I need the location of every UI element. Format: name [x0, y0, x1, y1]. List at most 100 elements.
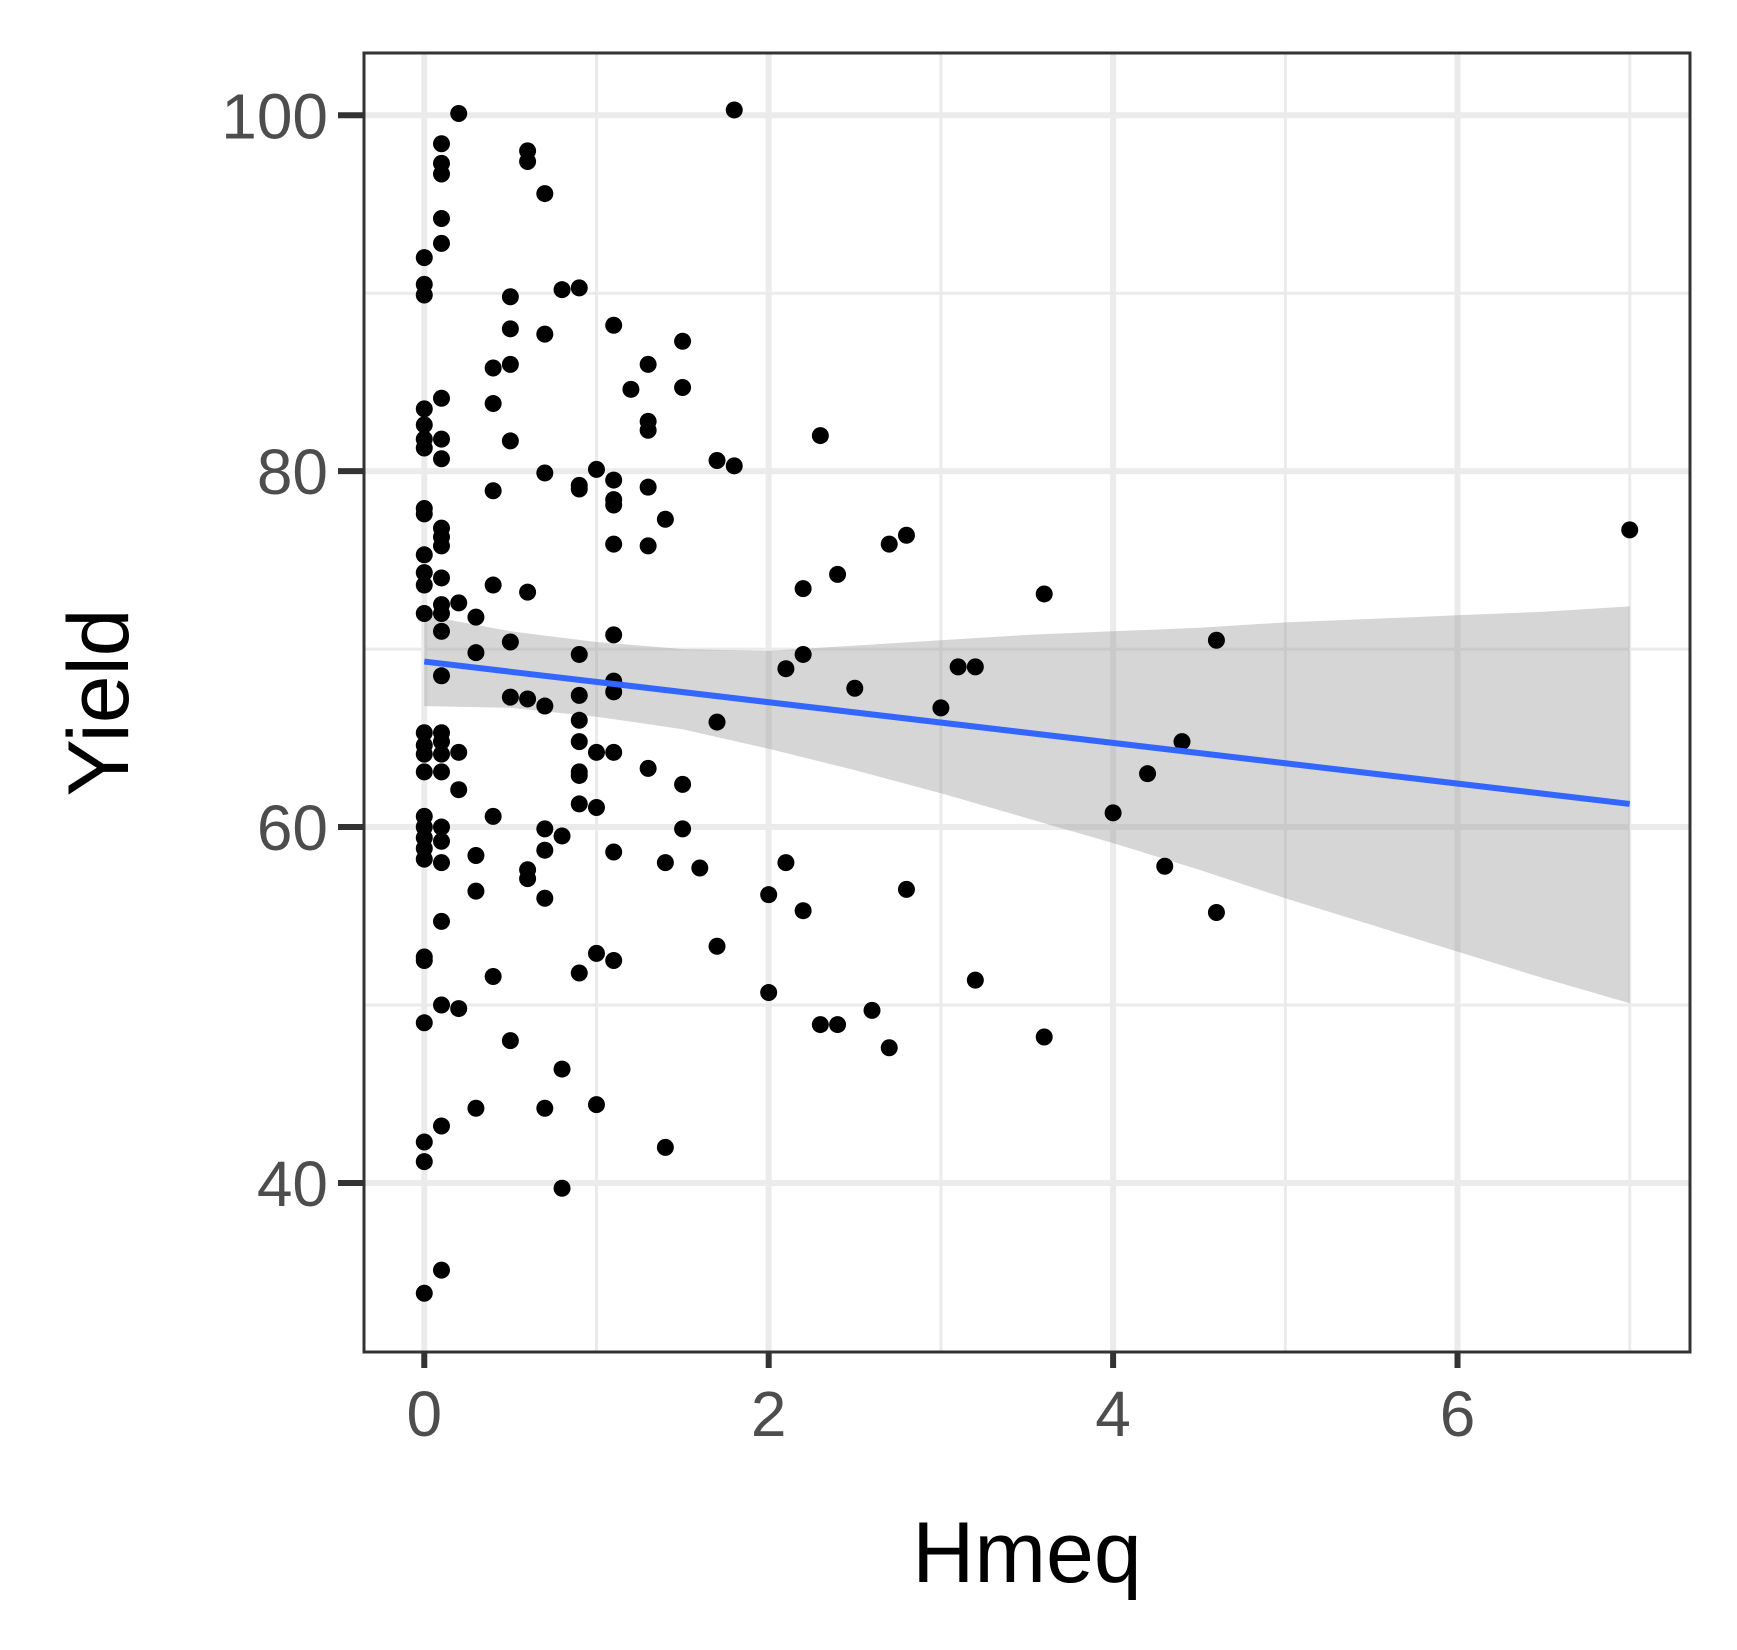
data-point [432, 996, 450, 1014]
data-point [674, 332, 692, 350]
confidence-band [424, 606, 1630, 1004]
data-point [725, 457, 743, 475]
data-point [1104, 804, 1122, 822]
data-point [501, 288, 519, 306]
x-tick-label: 2 [751, 1378, 787, 1450]
data-point [467, 847, 485, 865]
data-point [415, 275, 433, 293]
data-point [932, 699, 950, 717]
data-point [467, 1099, 485, 1117]
data-point [777, 854, 795, 872]
data-point [536, 185, 554, 203]
data-point [415, 546, 433, 564]
data-point [760, 984, 778, 1002]
data-point [639, 537, 657, 555]
y-tick-label: 60 [257, 792, 328, 864]
data-point [639, 478, 657, 496]
data-points [415, 101, 1639, 1302]
data-point [415, 605, 433, 623]
data-point [605, 316, 623, 334]
data-point [570, 686, 588, 704]
data-point [553, 827, 571, 845]
data-point [794, 645, 812, 663]
data-point [415, 576, 433, 594]
data-point [553, 1179, 571, 1197]
data-point [1035, 585, 1053, 603]
data-point [432, 430, 450, 448]
data-point [519, 861, 537, 879]
data-point [501, 320, 519, 338]
data-point [674, 379, 692, 397]
data-point [1035, 1028, 1053, 1046]
data-point [1173, 733, 1191, 751]
data-point [450, 743, 468, 761]
data-point [1139, 765, 1157, 783]
data-point [639, 412, 657, 430]
data-point [656, 510, 674, 528]
data-point [605, 743, 623, 761]
data-point [897, 526, 915, 544]
data-point [432, 1117, 450, 1135]
y-tick-label: 80 [257, 436, 328, 508]
data-point [656, 854, 674, 872]
data-point [674, 820, 692, 838]
x-tick-label: 4 [1095, 1378, 1131, 1450]
data-point [553, 281, 571, 299]
data-point [415, 1284, 433, 1302]
x-tick-label: 6 [1440, 1378, 1476, 1450]
data-point [432, 135, 450, 153]
data-point [519, 583, 537, 601]
data-point [897, 880, 915, 898]
data-point [432, 745, 450, 763]
y-axis-ticks: 40 60 80 100 [221, 80, 364, 1220]
data-point [570, 964, 588, 982]
data-point [415, 249, 433, 267]
data-point [639, 355, 657, 373]
data-point [519, 142, 537, 160]
trend-line [423, 658, 1631, 807]
data-point [484, 576, 502, 594]
data-point [622, 380, 640, 398]
data-point [432, 1261, 450, 1279]
data-point [415, 400, 433, 418]
y-tick-label: 100 [221, 80, 328, 152]
data-point [605, 843, 623, 861]
data-point [432, 622, 450, 640]
data-point [829, 565, 847, 583]
data-point [587, 743, 605, 761]
data-point [432, 912, 450, 930]
data-point [587, 460, 605, 478]
data-point [811, 1016, 829, 1034]
data-point [674, 775, 692, 793]
data-point [432, 763, 450, 781]
data-point [432, 519, 450, 537]
data-point [1621, 521, 1639, 539]
data-point [450, 1000, 468, 1018]
data-point [501, 688, 519, 706]
data-point [415, 1133, 433, 1151]
x-axis-ticks: 0 2 4 6 [406, 1352, 1475, 1450]
data-point [415, 416, 433, 434]
data-point [432, 724, 450, 742]
data-point [415, 430, 433, 448]
y-axis-title: Yield [51, 608, 147, 796]
data-point [1156, 857, 1174, 875]
y-tick-label: 40 [257, 1148, 328, 1220]
data-point [467, 644, 485, 662]
data-point [415, 763, 433, 781]
data-point [450, 594, 468, 612]
data-point [536, 464, 554, 482]
data-point [966, 658, 984, 676]
data-point [536, 820, 554, 838]
data-point [863, 1001, 881, 1019]
data-point [760, 886, 778, 904]
data-point [432, 818, 450, 836]
data-point [587, 944, 605, 962]
data-point [966, 971, 984, 989]
data-point [467, 882, 485, 900]
data-point [605, 626, 623, 644]
data-point [846, 679, 864, 697]
data-point [415, 1153, 433, 1171]
data-point [536, 841, 554, 859]
data-point [605, 491, 623, 509]
